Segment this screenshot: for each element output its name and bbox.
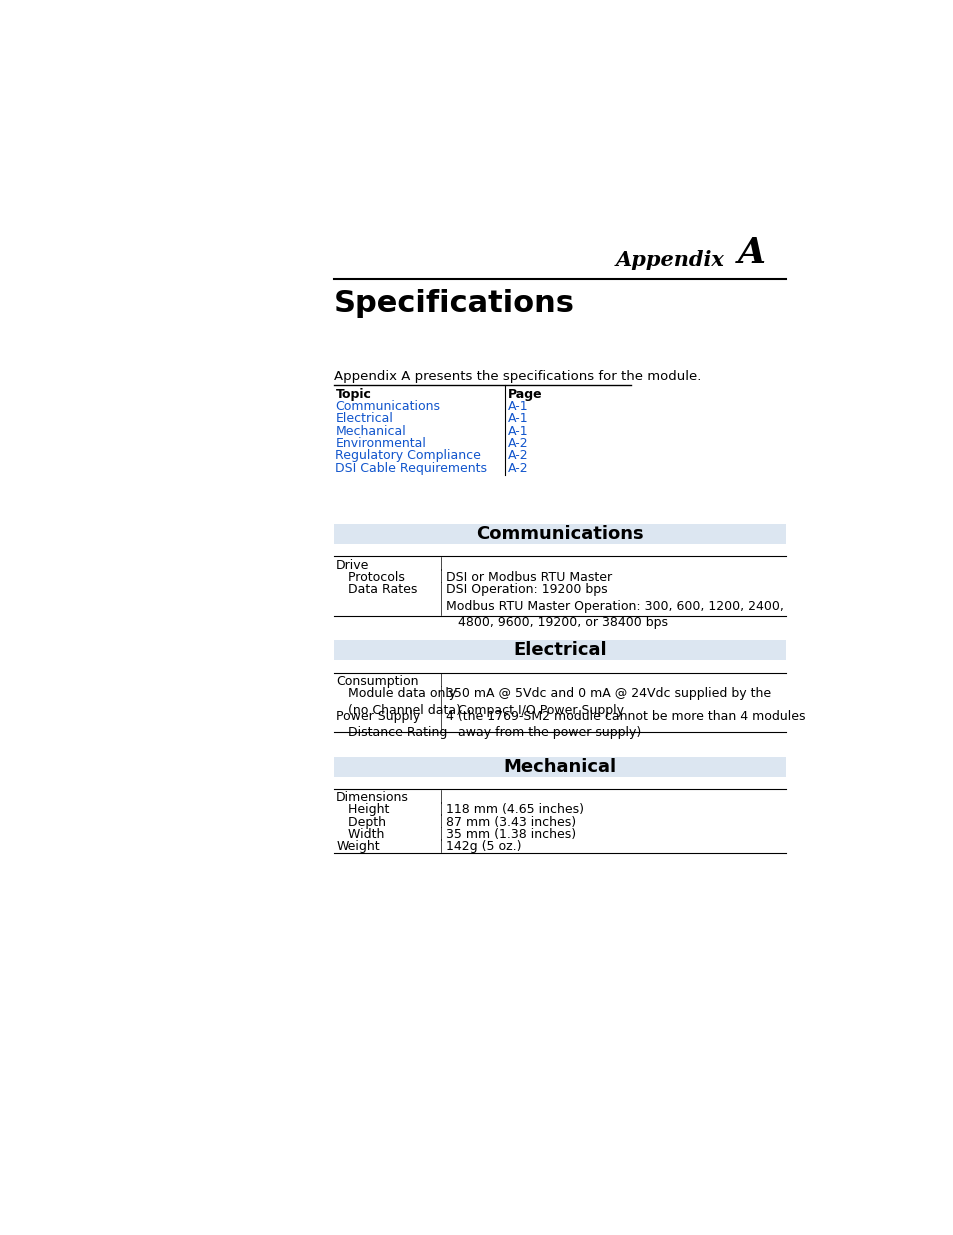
- Text: Electrical: Electrical: [513, 641, 606, 659]
- Text: Weight: Weight: [335, 841, 379, 853]
- Text: Dimensions: Dimensions: [335, 792, 409, 804]
- Text: Consumption: Consumption: [335, 674, 418, 688]
- Text: Specifications: Specifications: [334, 289, 575, 317]
- Text: Appendix: Appendix: [615, 249, 731, 270]
- Text: Electrical: Electrical: [335, 412, 393, 425]
- Text: Communications: Communications: [476, 525, 643, 543]
- Bar: [334, 524, 785, 543]
- Text: Data Rates: Data Rates: [335, 583, 417, 597]
- Text: A-2: A-2: [508, 462, 528, 474]
- Text: Page: Page: [508, 388, 542, 400]
- Text: Height: Height: [335, 804, 389, 816]
- Text: Regulatory Compliance: Regulatory Compliance: [335, 450, 481, 462]
- Text: 4 (the 1769-SM2 module cannot be more than 4 modules
   away from the power supp: 4 (the 1769-SM2 module cannot be more th…: [445, 710, 804, 739]
- Text: Communications: Communications: [335, 400, 440, 412]
- Text: Power Supply
   Distance Rating: Power Supply Distance Rating: [335, 710, 447, 739]
- Text: Environmental: Environmental: [335, 437, 426, 450]
- Text: A: A: [737, 236, 765, 270]
- Text: A-1: A-1: [508, 400, 528, 412]
- Text: DSI Cable Requirements: DSI Cable Requirements: [335, 462, 487, 474]
- Text: 35 mm (1.38 inches): 35 mm (1.38 inches): [445, 829, 575, 841]
- Text: DSI or Modbus RTU Master: DSI or Modbus RTU Master: [445, 571, 611, 584]
- Text: 350 mA @ 5Vdc and 0 mA @ 24Vdc supplied by the
   Compact I/O Power Supply: 350 mA @ 5Vdc and 0 mA @ 24Vdc supplied …: [445, 687, 770, 716]
- Bar: [334, 757, 785, 777]
- Text: Module data only
   (no Channel data): Module data only (no Channel data): [335, 687, 460, 716]
- Text: Appendix A presents the specifications for the module.: Appendix A presents the specifications f…: [334, 370, 700, 383]
- Text: A-1: A-1: [508, 425, 528, 437]
- Text: Mechanical: Mechanical: [503, 757, 616, 776]
- Bar: [334, 640, 785, 661]
- Text: A-2: A-2: [508, 437, 528, 450]
- Text: 118 mm (4.65 inches): 118 mm (4.65 inches): [445, 804, 583, 816]
- Text: Topic: Topic: [335, 388, 371, 400]
- Text: 142g (5 oz.): 142g (5 oz.): [445, 841, 520, 853]
- Text: A-2: A-2: [508, 450, 528, 462]
- Text: DSI Operation: 19200 bps
Modbus RTU Master Operation: 300, 600, 1200, 2400,
   4: DSI Operation: 19200 bps Modbus RTU Mast…: [445, 583, 782, 630]
- Text: 87 mm (3.43 inches): 87 mm (3.43 inches): [445, 816, 575, 829]
- Text: A-1: A-1: [508, 412, 528, 425]
- Text: Depth: Depth: [335, 816, 386, 829]
- Text: Protocols: Protocols: [335, 571, 405, 584]
- Text: Drive: Drive: [335, 558, 369, 572]
- Text: Mechanical: Mechanical: [335, 425, 406, 437]
- Text: Width: Width: [335, 829, 384, 841]
